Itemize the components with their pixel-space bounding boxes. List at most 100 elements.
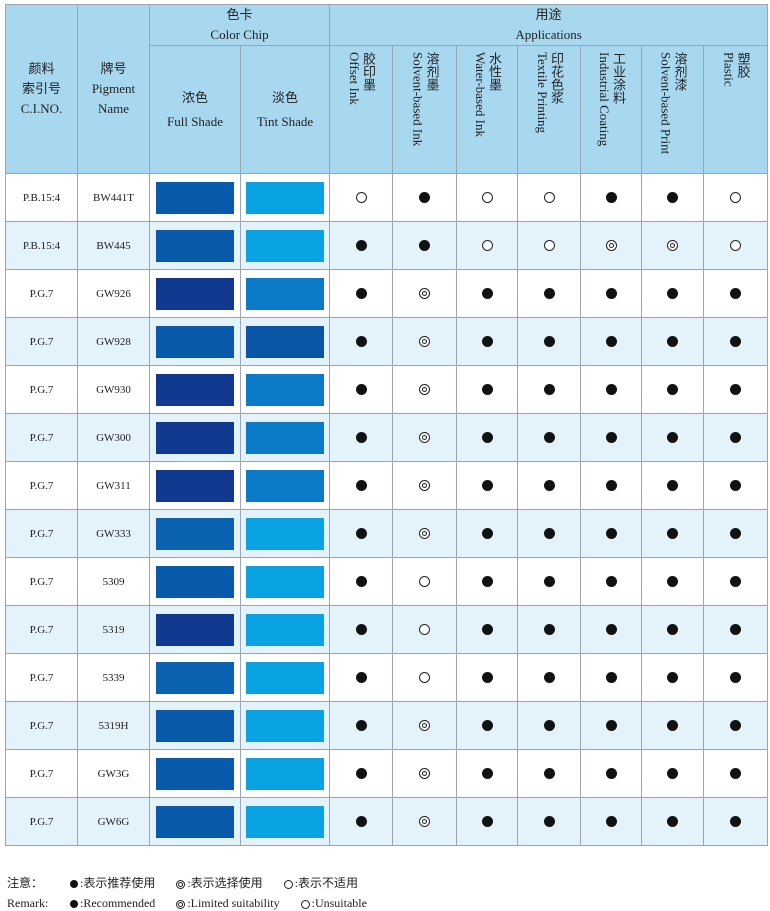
tint-shade-swatch (246, 277, 324, 310)
recommended-icon (355, 384, 367, 396)
full-shade-swatch (156, 661, 234, 694)
app-cell-0 (329, 317, 393, 366)
cino-cell: P.B.15:4 (5, 221, 78, 270)
recommended-icon (481, 624, 493, 636)
cino-cell: P.G.7 (5, 797, 78, 846)
tint-shade-cell (240, 269, 330, 318)
app-cell-1 (392, 797, 457, 846)
recommended-icon (543, 720, 555, 732)
full-shade-swatch (156, 325, 234, 358)
app-cell-1 (392, 173, 457, 222)
app-cell-5 (641, 749, 704, 798)
header-app-6: 塑胶 Plastic (702, 45, 769, 174)
app-cell-2 (456, 797, 518, 846)
pigment-name-cell: BW445 (77, 221, 150, 270)
cino-cell: P.G.7 (5, 317, 78, 366)
app-cell-5 (641, 413, 704, 462)
tint-shade-cell (240, 605, 330, 654)
legend-cn-unsuitable: :表示不适用 (283, 875, 358, 891)
cino-cell: P.G.7 (5, 365, 78, 414)
tint-shade-swatch (246, 229, 324, 262)
recommended-icon (667, 816, 678, 828)
limited-icon (419, 528, 430, 540)
app-cell-6 (702, 461, 769, 510)
recommended-icon (543, 432, 555, 444)
recommended-icon (605, 432, 617, 444)
app-cell-4 (580, 749, 642, 798)
recommended-icon (355, 240, 367, 252)
pigment-spec-table: 颜料 索引号 C.I.NO. 牌号 Pigment Name 色卡 Color Chip … (5, 4, 769, 846)
recommended-icon (730, 384, 742, 396)
unsuitable-icon (730, 240, 742, 252)
app-cell-0 (329, 557, 393, 606)
recommended-icon (730, 288, 742, 300)
tint-shade-swatch (246, 421, 324, 454)
pigment-name-cell: GW6G (77, 797, 150, 846)
recommended-icon (481, 480, 493, 492)
limited-icon (419, 768, 430, 780)
recommended-icon (730, 576, 742, 588)
tint-shade-cell (240, 461, 330, 510)
pigment-name-cell: GW928 (77, 317, 150, 366)
limited-icon (419, 720, 430, 732)
recommended-icon (730, 432, 742, 444)
recommended-icon (667, 576, 678, 588)
table-row: P.G.7 GW926 (5, 269, 769, 318)
recommended-icon (730, 816, 742, 828)
unsuitable-icon (543, 240, 555, 252)
limited-icon (419, 288, 430, 300)
app-cell-4 (580, 557, 642, 606)
recommended-icon (605, 576, 617, 588)
full-shade-cell (149, 653, 241, 702)
app-cell-4 (580, 797, 642, 846)
table-row: P.G.7 5319 (5, 605, 769, 654)
pigment-name-cell: GW300 (77, 413, 150, 462)
app-cell-1 (392, 365, 457, 414)
recommended-icon (481, 720, 493, 732)
app-cell-2 (456, 221, 518, 270)
cino-cell: P.G.7 (5, 413, 78, 462)
recommended-icon (730, 720, 742, 732)
pigment-name-cell: GW3G (77, 749, 150, 798)
recommended-icon (730, 336, 742, 348)
app-cell-5 (641, 269, 704, 318)
app-cell-6 (702, 797, 769, 846)
recommended-icon (481, 768, 493, 780)
recommended-icon (543, 384, 555, 396)
recommended-icon (667, 624, 678, 636)
header-app-0: 胶印墨 Offset Ink (329, 45, 393, 174)
app-cell-2 (456, 413, 518, 462)
recommended-icon (481, 432, 493, 444)
recommended-icon (667, 480, 678, 492)
recommended-icon (543, 288, 555, 300)
app-cell-1 (392, 605, 457, 654)
recommended-icon (70, 880, 78, 889)
pigment-name-cell: GW926 (77, 269, 150, 318)
tint-shade-cell (240, 221, 330, 270)
full-shade-swatch (156, 613, 234, 646)
pigment-name-cell: GW333 (77, 509, 150, 558)
unsuitable-icon (355, 192, 367, 204)
app-cell-6 (702, 221, 769, 270)
tint-shade-cell (240, 701, 330, 750)
table-row: P.G.7 GW300 (5, 413, 769, 462)
app-cell-6 (702, 365, 769, 414)
unsuitable-icon (543, 192, 555, 204)
limited-icon (176, 899, 186, 909)
recommended-icon (543, 816, 555, 828)
full-shade-cell (149, 365, 241, 414)
limited-icon (176, 879, 186, 889)
cino-cell: P.G.7 (5, 653, 78, 702)
cino-cell: P.G.7 (5, 269, 78, 318)
recommended-icon (730, 480, 742, 492)
recommended-icon (667, 432, 678, 444)
cino-cell: P.G.7 (5, 749, 78, 798)
app-cell-5 (641, 173, 704, 222)
app-cell-6 (702, 317, 769, 366)
app-cell-0 (329, 173, 393, 222)
header-app-3: 印花色浆 Textile Printing (517, 45, 581, 174)
tint-shade-cell (240, 797, 330, 846)
app-cell-6 (702, 413, 769, 462)
limited-icon (419, 384, 430, 396)
recommended-icon (355, 816, 367, 828)
